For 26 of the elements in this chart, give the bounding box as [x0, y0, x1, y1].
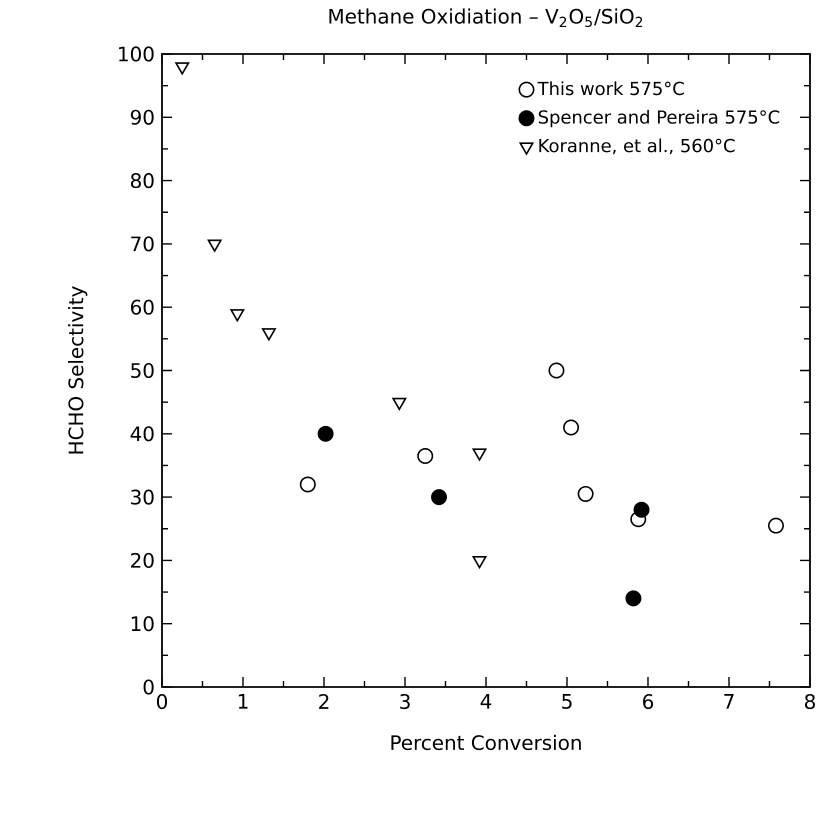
x-tick-label: 1 — [238, 694, 248, 709]
y-tick-label: 60 — [131, 300, 154, 315]
x-tick-label: 3 — [400, 694, 410, 710]
y-tick-label: 40 — [130, 426, 154, 442]
y-tick-label: 50 — [131, 362, 154, 378]
legend-label: Spencer and Pereira 575°C — [538, 110, 780, 128]
y-tick-label: 100 — [119, 46, 154, 62]
x-axis-title: Percent Conversion — [391, 734, 581, 750]
x-tick-label: 4 — [480, 694, 492, 709]
y-tick-label: 0 — [144, 679, 154, 695]
chart-title: Methane Oxidiation – V$_{2}$O$_{5}$/SiO$_{2}$ — [329, 8, 642, 28]
x-tick-label: 2 — [319, 694, 328, 709]
x-tick-label: 7 — [724, 694, 734, 709]
x-tick-label: 8 — [804, 694, 815, 710]
x-tick-label: 6 — [643, 694, 654, 710]
y-tick-label: 90 — [130, 110, 154, 125]
y-tick-label: 70 — [131, 236, 154, 252]
x-tick-label: 5 — [562, 694, 572, 709]
x-tick-label: 0 — [156, 694, 168, 710]
legend-label: Koranne, et al., 560°C — [539, 138, 735, 154]
legend-label: This work 575°C — [538, 81, 684, 96]
y-tick-label: 20 — [131, 552, 154, 568]
y-tick-label: 10 — [132, 616, 154, 632]
y-axis-title: HCHO Selectivity — [68, 286, 88, 454]
y-tick-label: 30 — [131, 490, 154, 505]
y-tick-label: 80 — [130, 173, 154, 188]
